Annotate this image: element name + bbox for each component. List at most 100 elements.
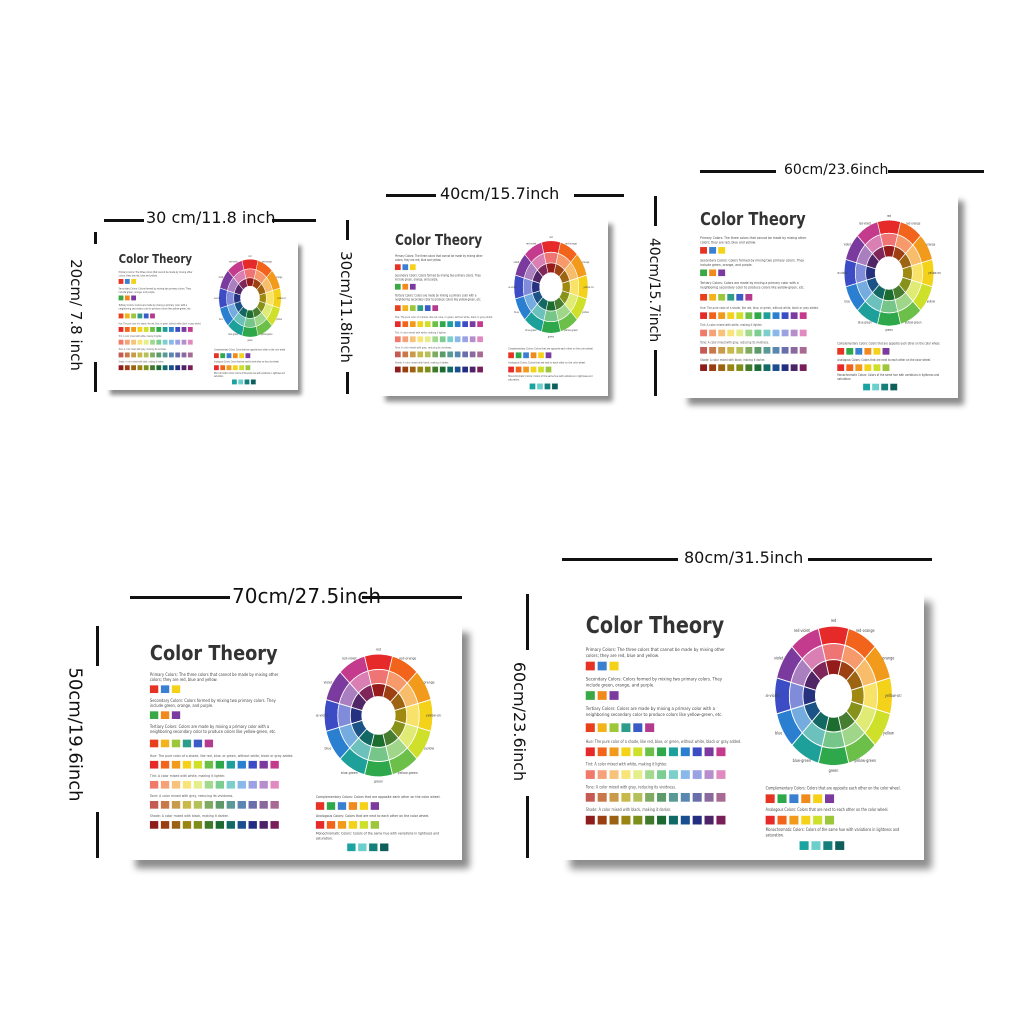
- complementary-swatch-4: [359, 802, 369, 810]
- tint-swatch-1: [160, 780, 170, 789]
- poster-size-70x50: Color Theory Primary Colors: The three c…: [128, 624, 462, 860]
- hue-swatch-6: [215, 760, 225, 769]
- tint-swatch-1: [597, 770, 607, 779]
- hue-text: Hue: The pure color of a shade, like red…: [149, 753, 294, 758]
- wheel-label-8: blue: [514, 311, 519, 314]
- tertiary-swatch-0: [700, 293, 708, 301]
- analogous-swatch-0: [214, 365, 219, 371]
- secondary-swatches: [394, 283, 417, 290]
- wheel-segment-9-1: [522, 277, 533, 297]
- monochromatic-swatch-0: [529, 383, 536, 390]
- complementary-swatch-0: [837, 348, 845, 355]
- complementary-text: Complementary Colors: Colors that are op…: [508, 347, 594, 351]
- tone-swatch-1: [709, 347, 717, 354]
- tone-swatch-1: [402, 351, 409, 358]
- hue-swatch-6: [156, 327, 162, 332]
- wheel-center: [362, 697, 395, 734]
- complementary-text: Complementary Colors: Colors that are op…: [214, 348, 286, 352]
- wheel-label-1: red-orange: [856, 629, 875, 633]
- shade-swatch-6: [754, 364, 762, 371]
- color-theory-poster: Color Theory Primary Colors: The three c…: [106, 240, 298, 390]
- tertiary-swatches: [118, 313, 157, 319]
- wheel-segment-6-0: [817, 745, 850, 767]
- tint-swatch-5: [204, 780, 214, 789]
- tone-swatch-3: [727, 347, 735, 354]
- tone-swatch-6: [754, 347, 762, 354]
- primary-swatch-1: [124, 279, 130, 284]
- tone-swatch-6: [156, 352, 162, 358]
- shade-swatch-11: [270, 821, 279, 829]
- tint-swatch-0: [118, 339, 124, 345]
- hue-swatch-8: [680, 747, 690, 757]
- tone-swatches: [394, 351, 485, 358]
- wheel-segment-0-1: [879, 232, 899, 247]
- tint-swatch-2: [409, 336, 416, 343]
- analogous-swatch-4: [538, 366, 544, 373]
- height-label-60: 60cm/23.6inch: [510, 661, 530, 782]
- tint-swatches: [585, 770, 729, 779]
- tertiary-swatch-2: [718, 293, 726, 301]
- hue-swatch-6: [439, 321, 446, 328]
- primary-swatches: [149, 685, 183, 694]
- tone-swatch-0: [118, 352, 124, 358]
- primary-swatches: [700, 247, 727, 254]
- shade-text: Shade: A color mixed with black, making …: [700, 358, 766, 362]
- wheel-segment-0-1: [543, 251, 559, 265]
- complementary-swatch-0: [315, 802, 325, 810]
- tone-text: Tone: A color mixed with gray, reducing …: [700, 340, 770, 345]
- wheel-label-11: red-violet: [342, 656, 357, 660]
- tertiary-swatch-5: [204, 739, 214, 748]
- color-wheel: red red-orange orange yellow-orange yellow ye…: [837, 214, 941, 333]
- wheel-segment-3-1: [569, 277, 580, 297]
- primary-swatch-2: [718, 247, 726, 254]
- shade-swatch-10: [704, 815, 714, 825]
- wheel-segment-3-1: [911, 262, 923, 284]
- tint-text: Tint: A color mixed with white, making i…: [394, 331, 447, 335]
- analogous-swatch-1: [326, 821, 336, 829]
- complementary-swatch-3: [801, 794, 811, 804]
- wheel-segment-6-1: [821, 730, 846, 749]
- tint-swatch-3: [182, 780, 192, 789]
- tint-swatch-5: [432, 336, 439, 343]
- wheel-label-1: red-orange: [399, 656, 416, 660]
- wheel-label-7: blue-green: [525, 329, 537, 332]
- tint-swatch-7: [447, 336, 454, 343]
- wheel-segment-0-1: [821, 643, 846, 662]
- wheel-label-0: red: [376, 647, 381, 651]
- hue-swatch-1: [124, 327, 130, 332]
- shade-swatch-3: [417, 366, 424, 373]
- hue-swatch-10: [181, 327, 187, 332]
- analogous-swatch-1: [220, 365, 226, 371]
- tertiary-swatch-1: [402, 305, 409, 312]
- monochromatic-text: Monochromatic Colors: Colors of the same…: [765, 827, 900, 838]
- tint-swatch-3: [417, 336, 424, 343]
- hue-swatch-3: [727, 312, 735, 319]
- shade-swatch-1: [160, 821, 170, 829]
- tone-swatches: [149, 801, 282, 809]
- tone-swatch-11: [799, 347, 807, 354]
- wheel-label-4: yellow: [276, 319, 282, 321]
- width-label-30: 30 cm/11.8 inch: [146, 208, 276, 227]
- height-line-bottom: [526, 796, 529, 858]
- height-line-top: [654, 196, 657, 226]
- analogous-swatch-0: [837, 364, 845, 371]
- tone-swatch-9: [248, 801, 257, 809]
- analogous-swatches: [765, 815, 837, 825]
- wheel-segment-6-1: [879, 299, 899, 314]
- hue-swatch-3: [417, 321, 424, 328]
- complementary-swatch-1: [846, 348, 854, 355]
- shade-swatch-11: [716, 815, 726, 825]
- complementary-text: Complementary Colors: Colors that are op…: [315, 795, 441, 800]
- hue-swatch-4: [143, 327, 149, 332]
- hue-text: Hue: The pure color of a shade, like red…: [118, 322, 202, 326]
- monochromatic-swatch-0: [863, 383, 871, 391]
- secondary-swatch-1: [597, 691, 607, 700]
- hue-swatch-11: [477, 321, 483, 328]
- complementary-swatch-1: [326, 802, 336, 810]
- complementary-swatch-2: [226, 353, 232, 359]
- shade-swatch-10: [469, 366, 476, 373]
- hue-swatch-5: [150, 327, 155, 332]
- height-line-bottom: [96, 812, 99, 858]
- tone-swatch-1: [160, 801, 170, 809]
- hue-swatch-0: [585, 747, 595, 757]
